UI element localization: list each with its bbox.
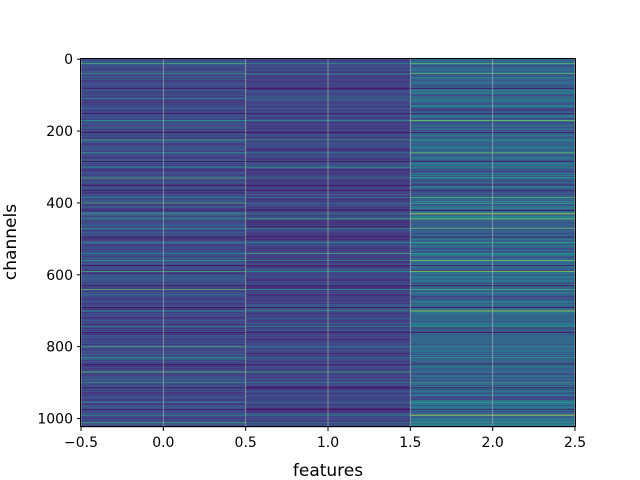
x-tick-label: 2.5 bbox=[564, 435, 586, 451]
x-tick-label: 0.0 bbox=[152, 435, 174, 451]
y-tick-label: 200 bbox=[46, 124, 73, 140]
x-tick-label: 1.0 bbox=[317, 435, 339, 451]
x-tick-label: 0.5 bbox=[235, 435, 257, 451]
plot-frame bbox=[80, 58, 576, 427]
x-tick-label: 1.5 bbox=[399, 435, 421, 451]
y-tick-label: 0 bbox=[64, 52, 73, 68]
y-axis: 0 200 400 600 800 1000 bbox=[37, 52, 81, 428]
y-tick-label: 800 bbox=[46, 340, 73, 356]
y-tick-label: 600 bbox=[46, 268, 73, 284]
x-axis-label: features bbox=[293, 461, 363, 480]
x-axis: −0.5 0.0 0.5 1.0 1.5 2.0 2.5 bbox=[64, 427, 586, 451]
y-axis-label: channels bbox=[1, 204, 21, 280]
y-tick-label: 400 bbox=[46, 196, 73, 212]
x-tick-label: −0.5 bbox=[64, 435, 98, 451]
x-tick-label: 2.0 bbox=[482, 435, 504, 451]
y-tick-label: 1000 bbox=[37, 412, 73, 428]
